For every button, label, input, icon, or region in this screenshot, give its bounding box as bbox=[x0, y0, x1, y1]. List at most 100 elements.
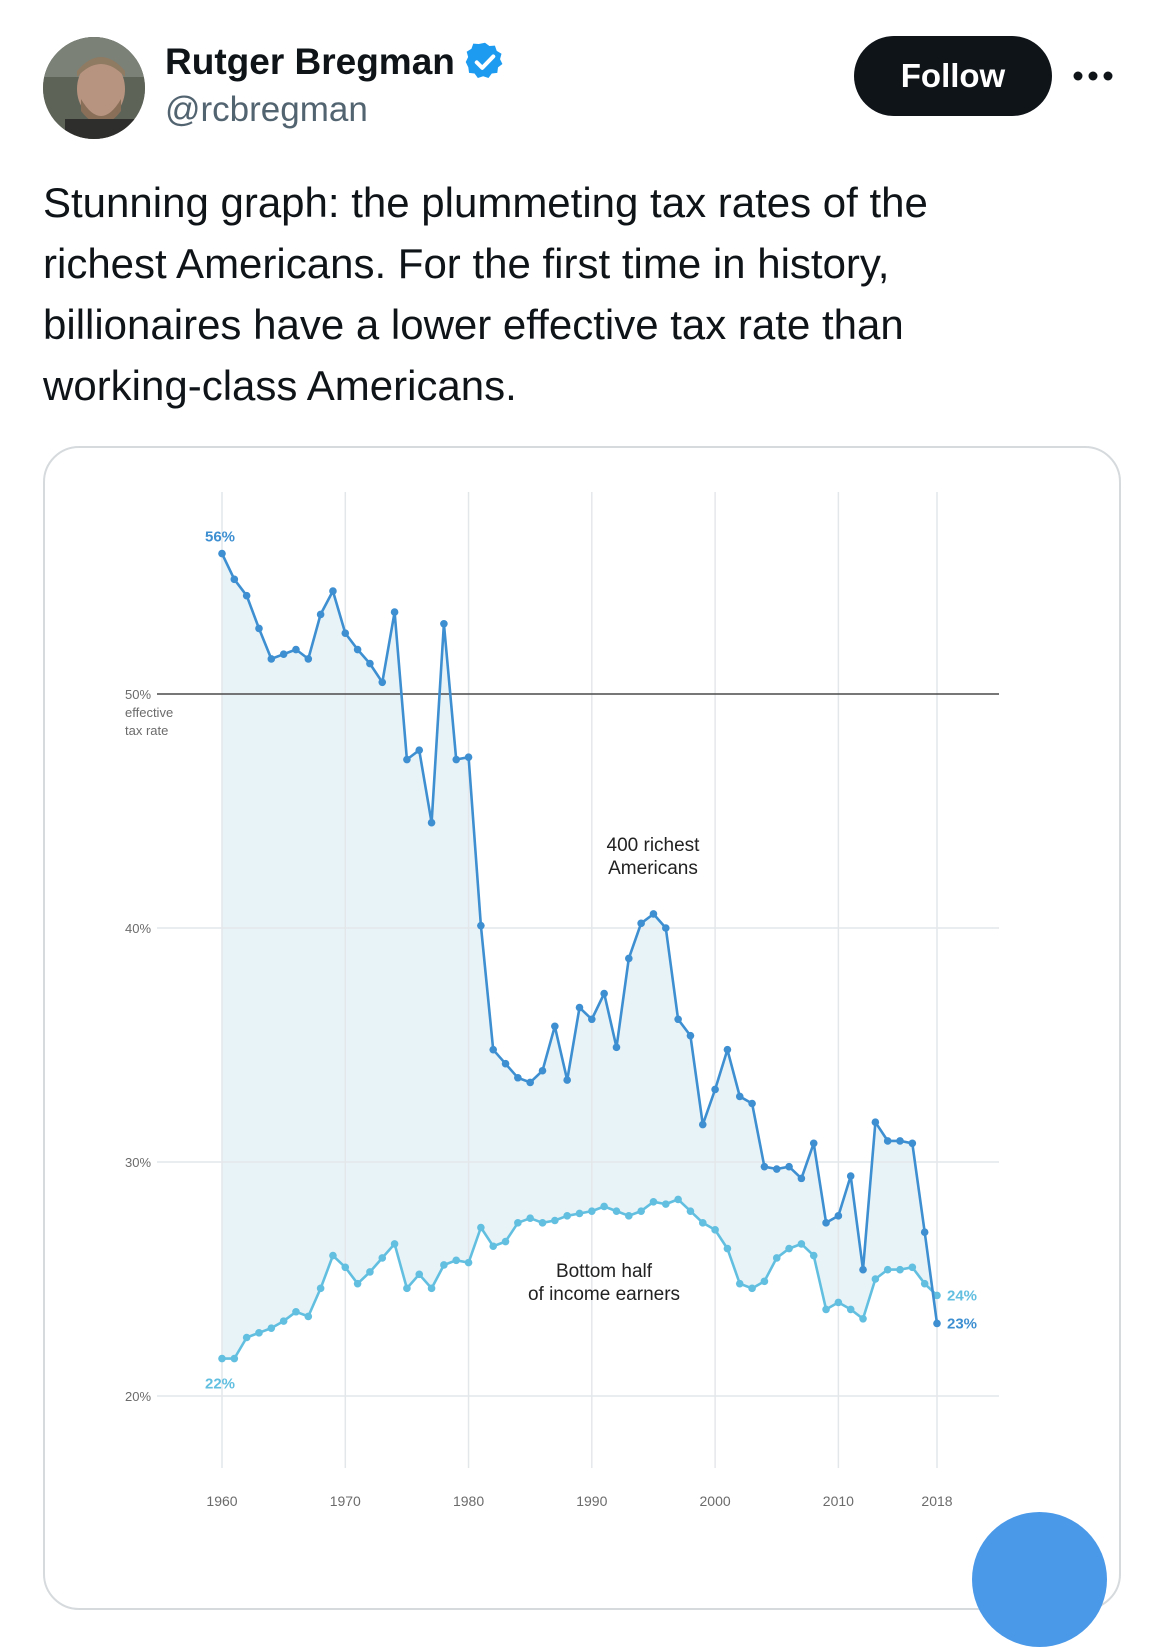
richest-400-series-point bbox=[723, 1045, 732, 1054]
author-name[interactable]: Rutger Bregman bbox=[165, 41, 455, 82]
bottom-half-series-point bbox=[908, 1263, 917, 1272]
richest-400-series-point bbox=[748, 1099, 756, 1108]
bottom-half-series-point bbox=[242, 1333, 251, 1342]
x-tick-label: 1960 bbox=[206, 1493, 237, 1509]
richest-400-series-point bbox=[883, 1137, 892, 1145]
bottom-half-series-point bbox=[341, 1263, 350, 1272]
richest-400-series-point bbox=[933, 1319, 941, 1328]
richest-400-series-point bbox=[809, 1139, 818, 1148]
richest-400-series-point bbox=[575, 1003, 584, 1012]
richest-400-series-point bbox=[698, 1120, 707, 1129]
tax-rate-chart: 20% 30% 40% 50% effective tax rate 1960 1970 198… bbox=[125, 492, 999, 1509]
bottom-half-series-point bbox=[588, 1207, 596, 1215]
bottom-half-series-point bbox=[440, 1261, 448, 1269]
bottom-half-series-point bbox=[871, 1275, 880, 1283]
media-card[interactable]: 20% 30% 40% 50% effective tax rate 1960 1970 198… bbox=[43, 446, 1121, 1610]
tweet-text: Stunning graph: the plummeting tax rates… bbox=[43, 179, 928, 409]
richest-400-series-point bbox=[415, 746, 424, 754]
richest-400-series-point bbox=[242, 591, 251, 600]
bottom-half-series-point bbox=[822, 1305, 830, 1314]
richest-400-series-point bbox=[735, 1092, 744, 1101]
richest-400-series-point bbox=[390, 608, 399, 616]
author-handle[interactable]: @rcbregman bbox=[165, 90, 368, 129]
richest-400-series-point bbox=[859, 1265, 867, 1274]
richest-400-series-point bbox=[230, 575, 239, 584]
richest-series-label: Americans bbox=[608, 858, 698, 879]
richest-400-series-point bbox=[711, 1085, 719, 1094]
bottom-half-series-point bbox=[674, 1195, 682, 1204]
richest-400-series-point bbox=[267, 655, 276, 663]
richest-end-label: 23% bbox=[947, 1315, 977, 1332]
bottom-half-series-point bbox=[427, 1284, 436, 1293]
bottom-half-series-point bbox=[403, 1284, 411, 1293]
richest-400-series-point bbox=[822, 1219, 830, 1227]
bottom-half-series-point bbox=[846, 1305, 855, 1314]
bottom-half-series-point bbox=[797, 1240, 806, 1248]
bottom-half-series-point bbox=[316, 1284, 325, 1293]
bottom-half-series-point bbox=[920, 1279, 929, 1288]
bottom-half-series-point bbox=[711, 1226, 719, 1234]
avatar-photo bbox=[43, 37, 145, 139]
bottom-half-series-point bbox=[661, 1200, 670, 1208]
compose-button[interactable] bbox=[972, 1512, 1107, 1647]
bottom-half-series-point bbox=[859, 1314, 867, 1323]
richest-400-series-point bbox=[279, 650, 288, 659]
follow-button[interactable]: Follow bbox=[854, 36, 1052, 116]
author-name-row: Rutger Bregman bbox=[165, 40, 507, 84]
richest-400-series-point bbox=[538, 1066, 547, 1075]
x-tick-label: 1980 bbox=[453, 1493, 484, 1509]
bottom-half-series-point bbox=[723, 1244, 732, 1253]
bottom-half-series-point bbox=[883, 1265, 892, 1274]
y-tick-label: 50% bbox=[125, 687, 151, 702]
richest-400-series-point bbox=[489, 1045, 498, 1054]
richest-400-series-point bbox=[563, 1076, 571, 1084]
more-horizontal-icon[interactable] bbox=[1068, 56, 1118, 96]
bottom-half-series-point bbox=[834, 1298, 843, 1307]
bottom-half-series-point bbox=[452, 1256, 461, 1265]
richest-400-series-point bbox=[464, 753, 473, 761]
bottom-half-series-point bbox=[292, 1307, 300, 1316]
bottom-half-series-point bbox=[489, 1242, 498, 1251]
bottom-half-series-point bbox=[464, 1258, 473, 1267]
richest-400-series-point bbox=[378, 678, 387, 687]
richest-400-series-point bbox=[600, 989, 608, 998]
x-tick-label: 2000 bbox=[700, 1493, 731, 1509]
richest-400-series-point bbox=[353, 645, 362, 654]
bottom-half-series-point bbox=[686, 1207, 695, 1215]
bottom-half-series-point bbox=[772, 1254, 781, 1262]
richest-400-series-point bbox=[920, 1228, 929, 1236]
bottom-half-series-point bbox=[649, 1197, 658, 1206]
y-tick-label: 30% bbox=[125, 1155, 151, 1170]
richest-400-series-point bbox=[625, 954, 633, 963]
bottom-half-series-point bbox=[514, 1219, 522, 1227]
richest-400-series-point bbox=[501, 1059, 510, 1068]
richest-400-series-point bbox=[341, 629, 350, 637]
bottom-half-series-point bbox=[477, 1223, 485, 1232]
x-tick-label: 1970 bbox=[330, 1493, 361, 1509]
bottom-half-series-point bbox=[329, 1251, 337, 1260]
y-tick-label: 20% bbox=[125, 1389, 151, 1404]
richest-400-series-point bbox=[785, 1162, 793, 1171]
richest-400-series-point bbox=[686, 1031, 695, 1040]
bottom-half-series-point bbox=[255, 1329, 263, 1337]
x-tick-label: 2018 bbox=[921, 1493, 952, 1509]
richest-400-series-point bbox=[797, 1174, 806, 1183]
richest-series-label: 400 richest bbox=[607, 835, 701, 856]
bottom-half-series-point bbox=[353, 1279, 362, 1288]
bottom-half-series-point bbox=[785, 1244, 793, 1253]
y-axis-note: tax rate bbox=[125, 723, 168, 738]
bottom-half-series-point bbox=[378, 1254, 387, 1262]
bottom-half-series-point bbox=[575, 1209, 584, 1218]
richest-400-series-point bbox=[846, 1172, 855, 1180]
richest-400-series-point bbox=[292, 645, 300, 654]
avatar[interactable] bbox=[43, 37, 145, 139]
richest-400-series-point bbox=[452, 755, 461, 764]
bottom-half-series-point bbox=[218, 1354, 226, 1363]
richest-400-series-point bbox=[772, 1165, 781, 1173]
bottom-half-series-point bbox=[304, 1312, 313, 1321]
bottom-half-series-point bbox=[760, 1277, 769, 1286]
bottom-end-label: 24% bbox=[947, 1287, 977, 1304]
bottom-half-series-point bbox=[612, 1207, 621, 1215]
richest-400-series-point bbox=[649, 910, 658, 918]
bottom-start-label: 22% bbox=[205, 1376, 235, 1393]
